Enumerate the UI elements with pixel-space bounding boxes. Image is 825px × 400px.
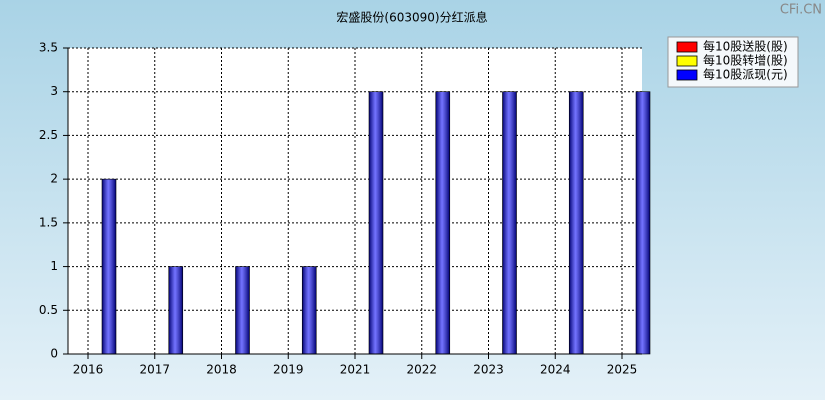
x-tick-label: 2017 bbox=[139, 363, 170, 377]
watermark: CFi.CN bbox=[780, 3, 822, 18]
bar-shade bbox=[235, 266, 250, 355]
y-tick-label: 0 bbox=[50, 347, 58, 361]
bar-shade bbox=[502, 91, 517, 355]
x-tick-label: 2016 bbox=[73, 363, 104, 377]
bar-shade bbox=[435, 91, 451, 355]
bar-shade bbox=[168, 266, 184, 355]
x-tick-label: 2025 bbox=[607, 363, 638, 377]
bar-shade bbox=[635, 91, 651, 355]
y-tick-label: 3.5 bbox=[39, 41, 58, 55]
bar-shade bbox=[101, 178, 117, 355]
x-tick-label: 2023 bbox=[473, 363, 504, 377]
chart-title: 宏盛股份(603090)分红派息 bbox=[336, 10, 487, 25]
legend-label: 每10股转增(股) bbox=[703, 53, 788, 68]
legend-swatch bbox=[676, 55, 698, 67]
y-tick-label: 0.5 bbox=[39, 303, 58, 317]
y-tick-label: 2 bbox=[50, 172, 58, 186]
bar-shade bbox=[368, 91, 384, 355]
legend-label: 每10股派现(元) bbox=[703, 67, 788, 82]
x-tick-label: 2019 bbox=[273, 363, 304, 377]
bar-shade bbox=[301, 266, 317, 355]
legend-swatch bbox=[676, 69, 698, 81]
legend-swatch bbox=[676, 41, 698, 53]
x-tick-label: 2022 bbox=[406, 363, 437, 377]
x-tick-label: 2021 bbox=[340, 363, 371, 377]
legend-label: 每10股送股(股) bbox=[703, 39, 788, 54]
y-tick-label: 1 bbox=[50, 259, 58, 273]
y-tick-label: 3 bbox=[50, 84, 58, 98]
y-tick-label: 2.5 bbox=[39, 128, 58, 142]
y-tick-label: 1.5 bbox=[39, 215, 58, 229]
x-tick-label: 2024 bbox=[540, 363, 571, 377]
x-tick-label: 2018 bbox=[206, 363, 237, 377]
bar-shade bbox=[568, 91, 584, 355]
